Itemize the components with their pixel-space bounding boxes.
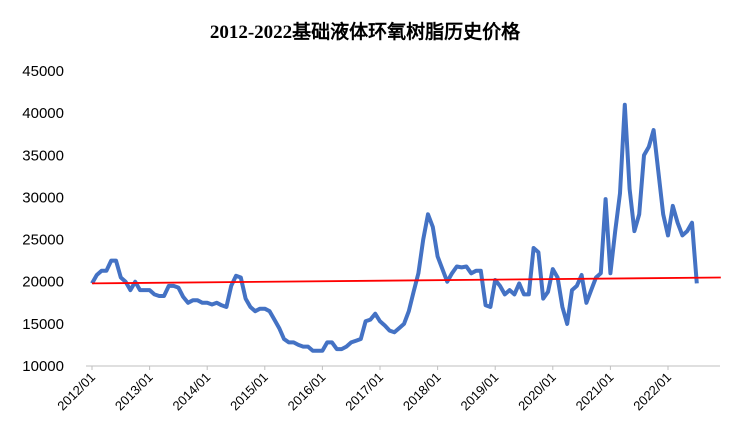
line-series [90, 102, 699, 353]
y-tick-label: 10000 [22, 358, 64, 375]
y-tick-label: 35000 [22, 147, 64, 164]
y-tick-label: 40000 [22, 105, 64, 122]
y-tick-label: 20000 [22, 274, 64, 291]
y-tick-label: 30000 [22, 189, 64, 206]
y-tick-label: 45000 [22, 63, 64, 80]
chart-title: 2012-2022基础液体环氧树脂历史价格 [210, 20, 521, 43]
line-series [91, 276, 721, 285]
y-tick-label: 25000 [22, 232, 64, 249]
y-tick-label: 15000 [22, 316, 64, 333]
